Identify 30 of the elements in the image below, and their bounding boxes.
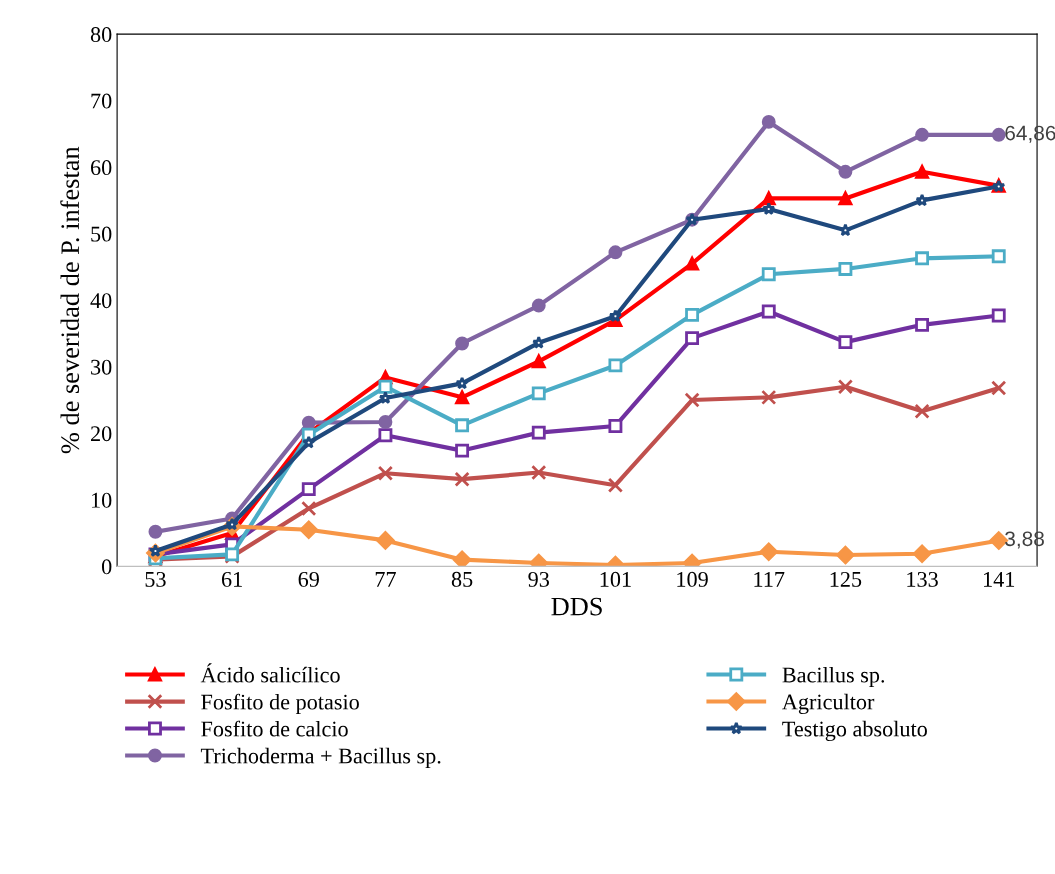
legend-label: Bacillus sp. [782,666,885,688]
x-tick-label: 101 [600,571,631,587]
legend-label: Agricultor [782,693,875,715]
y-tick-label: 10 [91,492,112,508]
y-axis-title: % de severidad de P. infestan [60,146,80,454]
x-tick-label: 93 [528,571,549,587]
x-tick-label: 141 [984,571,1015,587]
legend-label: Fosfito de potasio [201,693,359,715]
y-tick-label: 60 [90,160,112,176]
y-tick-label: 50 [91,226,112,242]
y-tick-label: 30 [91,359,112,375]
y-tick-label: 70 [91,93,112,109]
x-axis-title: DDS [551,597,602,616]
x-tick-label: 109 [677,571,708,587]
y-tick-label: 40 [90,293,112,309]
y-tick-label: 80 [90,27,112,43]
x-tick-label: 53 [145,571,166,587]
x-tick-label: 117 [754,571,785,587]
x-tick-label: 125 [830,571,862,587]
x-tick-label: 133 [907,571,938,587]
y-tick-label: 0 [101,559,112,575]
x-tick-label: 77 [375,572,396,587]
x-tick-label: 69 [298,571,319,587]
legend-label: Ácido salicílico [200,663,340,683]
x-tick-label: 85 [451,571,473,587]
legend-label: Fosfito de calcio [201,720,348,737]
legend-label: Trichoderma + Bacillus sp. [200,747,441,768]
y-tick-label: 20 [91,426,112,442]
legend-label: Testigo absoluto [782,720,927,742]
x-tick-label: 61 [221,571,242,587]
